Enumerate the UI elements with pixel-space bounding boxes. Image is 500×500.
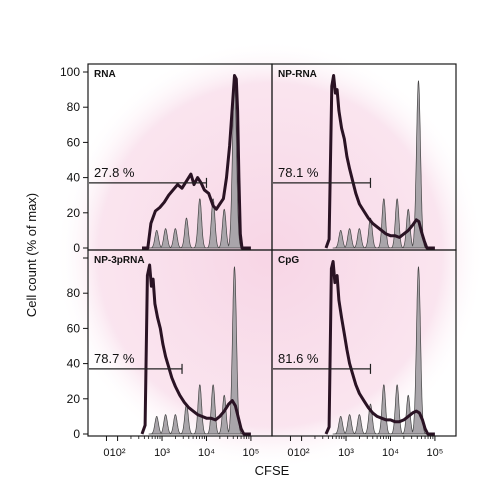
x-tick-label: 0 [103,447,109,459]
sample-histogram-line [324,74,435,250]
x-tick-label: 10² [294,447,310,459]
x-tick-label: 10⁵ [427,447,444,459]
y-tick-label: 60 [67,135,81,149]
panel-name-label: NP-RNA [278,69,317,80]
panel-cpg: 81.6 % CpG [271,249,457,437]
gate-percentage-label: 81.6 % [278,351,319,366]
sample-histogram-line [142,74,251,250]
sample-histogram-line [324,260,435,436]
y-tick-label: 40 [67,357,81,371]
y-tick-label: 100 [60,65,80,79]
control-histogram [148,80,245,249]
x-tick-label: 10³ [154,447,170,459]
x-tick-label: 10⁵ [243,447,260,459]
x-tick-label: 10⁴ [198,447,215,459]
y-tick-label: 40 [67,171,81,185]
control-histogram [148,266,245,435]
gate-percentage-label: 78.1 % [278,165,319,180]
control-histogram [332,266,429,435]
x-tick-label: 10² [110,447,126,459]
background-glow [55,40,485,470]
y-tick-label: 80 [67,286,81,300]
y-tick-label: 80 [67,100,81,114]
y-tick-label: 0 [73,241,80,255]
y-tick-label: 0 [73,427,80,441]
panel-frame [271,249,457,437]
panel-name-label: RNA [94,69,116,80]
y-tick-label: 60 [67,321,81,335]
y-tick-label: 20 [67,206,81,220]
x-axis-label: CFSE [255,463,290,478]
x-tick-label: 0 [287,447,293,459]
gate-percentage-label: 78.7 % [94,351,135,366]
panels-group: 27.8 % RNA 78.1 % NP-RNA 78.7 % NP-3pRNA 81.6 … [87,63,457,437]
x-tick-label: 10³ [338,447,354,459]
gate-percentage-label: 27.8 % [94,165,135,180]
panel-name-label: NP-3pRNA [94,255,145,266]
y-axis-label: Cell count (% of max) [24,193,39,317]
control-histogram [332,80,429,249]
panel-name-label: CpG [278,255,299,266]
sample-histogram-line [140,263,251,436]
x-tick-label: 10⁴ [382,447,399,459]
y-tick-label: 20 [67,392,81,406]
